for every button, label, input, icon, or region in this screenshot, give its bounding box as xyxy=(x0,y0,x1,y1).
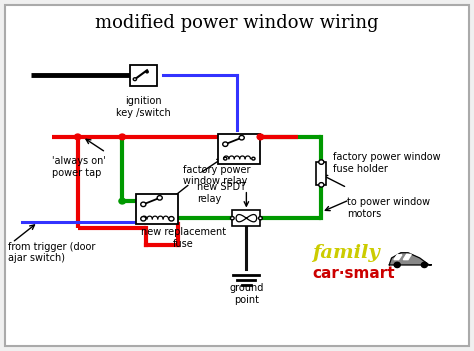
Text: factory power window
fuse holder: factory power window fuse holder xyxy=(333,152,441,174)
Polygon shape xyxy=(403,254,411,260)
Bar xyxy=(316,162,327,185)
Circle shape xyxy=(119,134,126,140)
Circle shape xyxy=(224,143,227,146)
Circle shape xyxy=(170,217,173,220)
Text: family: family xyxy=(312,244,380,262)
Circle shape xyxy=(230,217,234,220)
Text: ground
point: ground point xyxy=(229,283,264,305)
Circle shape xyxy=(239,135,244,140)
Circle shape xyxy=(319,183,324,187)
Circle shape xyxy=(240,136,243,139)
Circle shape xyxy=(146,71,148,73)
Polygon shape xyxy=(394,255,402,260)
Circle shape xyxy=(141,202,146,207)
Bar xyxy=(130,65,157,86)
Text: car·smart: car·smart xyxy=(312,266,394,280)
Circle shape xyxy=(74,134,81,140)
Circle shape xyxy=(252,157,255,160)
Text: new SPDT
relay: new SPDT relay xyxy=(197,183,246,204)
Circle shape xyxy=(421,262,428,267)
Circle shape xyxy=(257,134,264,140)
Text: from trigger (door
ajar switch): from trigger (door ajar switch) xyxy=(9,242,96,263)
Circle shape xyxy=(223,142,228,146)
Text: ignition
key /switch: ignition key /switch xyxy=(116,96,171,118)
Circle shape xyxy=(319,183,323,186)
Circle shape xyxy=(119,198,126,204)
Circle shape xyxy=(141,217,146,221)
Circle shape xyxy=(319,160,323,164)
Circle shape xyxy=(319,160,324,164)
Circle shape xyxy=(142,203,145,206)
Bar xyxy=(218,134,260,164)
Text: modified power window wiring: modified power window wiring xyxy=(95,14,379,32)
Text: factory power
window relay: factory power window relay xyxy=(183,165,251,186)
Text: new replacement
fuse: new replacement fuse xyxy=(141,227,226,249)
Polygon shape xyxy=(389,253,431,265)
Circle shape xyxy=(258,217,262,220)
Bar xyxy=(232,211,260,226)
Circle shape xyxy=(169,217,174,221)
Text: to power window
motors: to power window motors xyxy=(347,197,430,219)
Circle shape xyxy=(394,262,400,267)
Text: 'always on'
power tap: 'always on' power tap xyxy=(52,157,106,178)
Circle shape xyxy=(224,157,227,160)
Circle shape xyxy=(158,197,161,199)
Circle shape xyxy=(133,78,137,81)
Circle shape xyxy=(157,196,162,200)
Bar xyxy=(137,194,178,225)
Circle shape xyxy=(142,217,145,220)
